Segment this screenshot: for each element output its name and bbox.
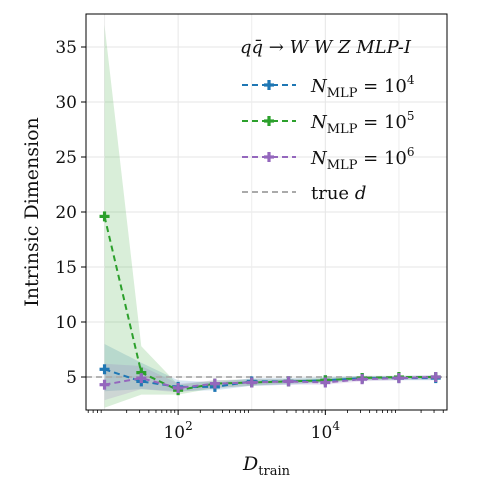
point-series-2 xyxy=(99,211,110,222)
legend-title: qq̄ → W W Z MLP-I xyxy=(240,37,412,58)
axis-ticks: 5 10 15 20 25 30 35 102 104 xyxy=(55,38,444,443)
x-tick-label: 104 xyxy=(311,419,341,443)
legend-label: NMLP = 105 xyxy=(310,109,415,137)
legend: qq̄ → W W Z MLP-I NMLP = 104 NMLP = 105 NML… xyxy=(240,37,415,204)
point-series-3 xyxy=(173,383,184,393)
band-series-2 xyxy=(104,25,436,408)
point-series-3 xyxy=(283,376,294,387)
y-tick-label: 35 xyxy=(55,38,77,58)
point-series-1 xyxy=(99,364,110,375)
point-series-3 xyxy=(209,378,220,389)
point-series-3 xyxy=(393,373,404,384)
legend-marker xyxy=(264,80,274,90)
point-series-3 xyxy=(430,372,441,382)
legend-entry-2: NMLP = 105 xyxy=(242,109,415,137)
y-axis-label: Intrinsic Dimension xyxy=(21,117,43,307)
legend-entry-3: NMLP = 106 xyxy=(242,145,415,173)
x-axis-label: Dtrain xyxy=(242,453,291,479)
y-tick-label: 10 xyxy=(55,313,77,333)
y-tick-label: 15 xyxy=(55,258,77,278)
point-series-3 xyxy=(99,379,110,390)
x-tick-label: 102 xyxy=(163,419,192,443)
y-tick-label: 20 xyxy=(55,203,77,223)
y-tick-label: 5 xyxy=(66,368,77,388)
point-series-3 xyxy=(357,374,368,385)
plot-frame xyxy=(85,13,448,411)
line-series-2 xyxy=(103,216,436,392)
legend-marker xyxy=(264,152,274,162)
legend-label: true d xyxy=(311,183,366,204)
legend-marker xyxy=(264,116,274,126)
series-lines xyxy=(99,211,441,396)
point-series-3 xyxy=(246,377,257,388)
legend-label: NMLP = 104 xyxy=(310,73,415,101)
legend-entry-1: NMLP = 104 xyxy=(242,73,415,101)
legend-label: NMLP = 106 xyxy=(310,145,415,173)
point-series-3 xyxy=(136,373,147,384)
y-tick-label: 25 xyxy=(55,148,77,168)
point-series-3 xyxy=(320,377,331,388)
y-tick-label: 30 xyxy=(55,93,77,113)
legend-entry-reference: true d xyxy=(242,183,366,204)
